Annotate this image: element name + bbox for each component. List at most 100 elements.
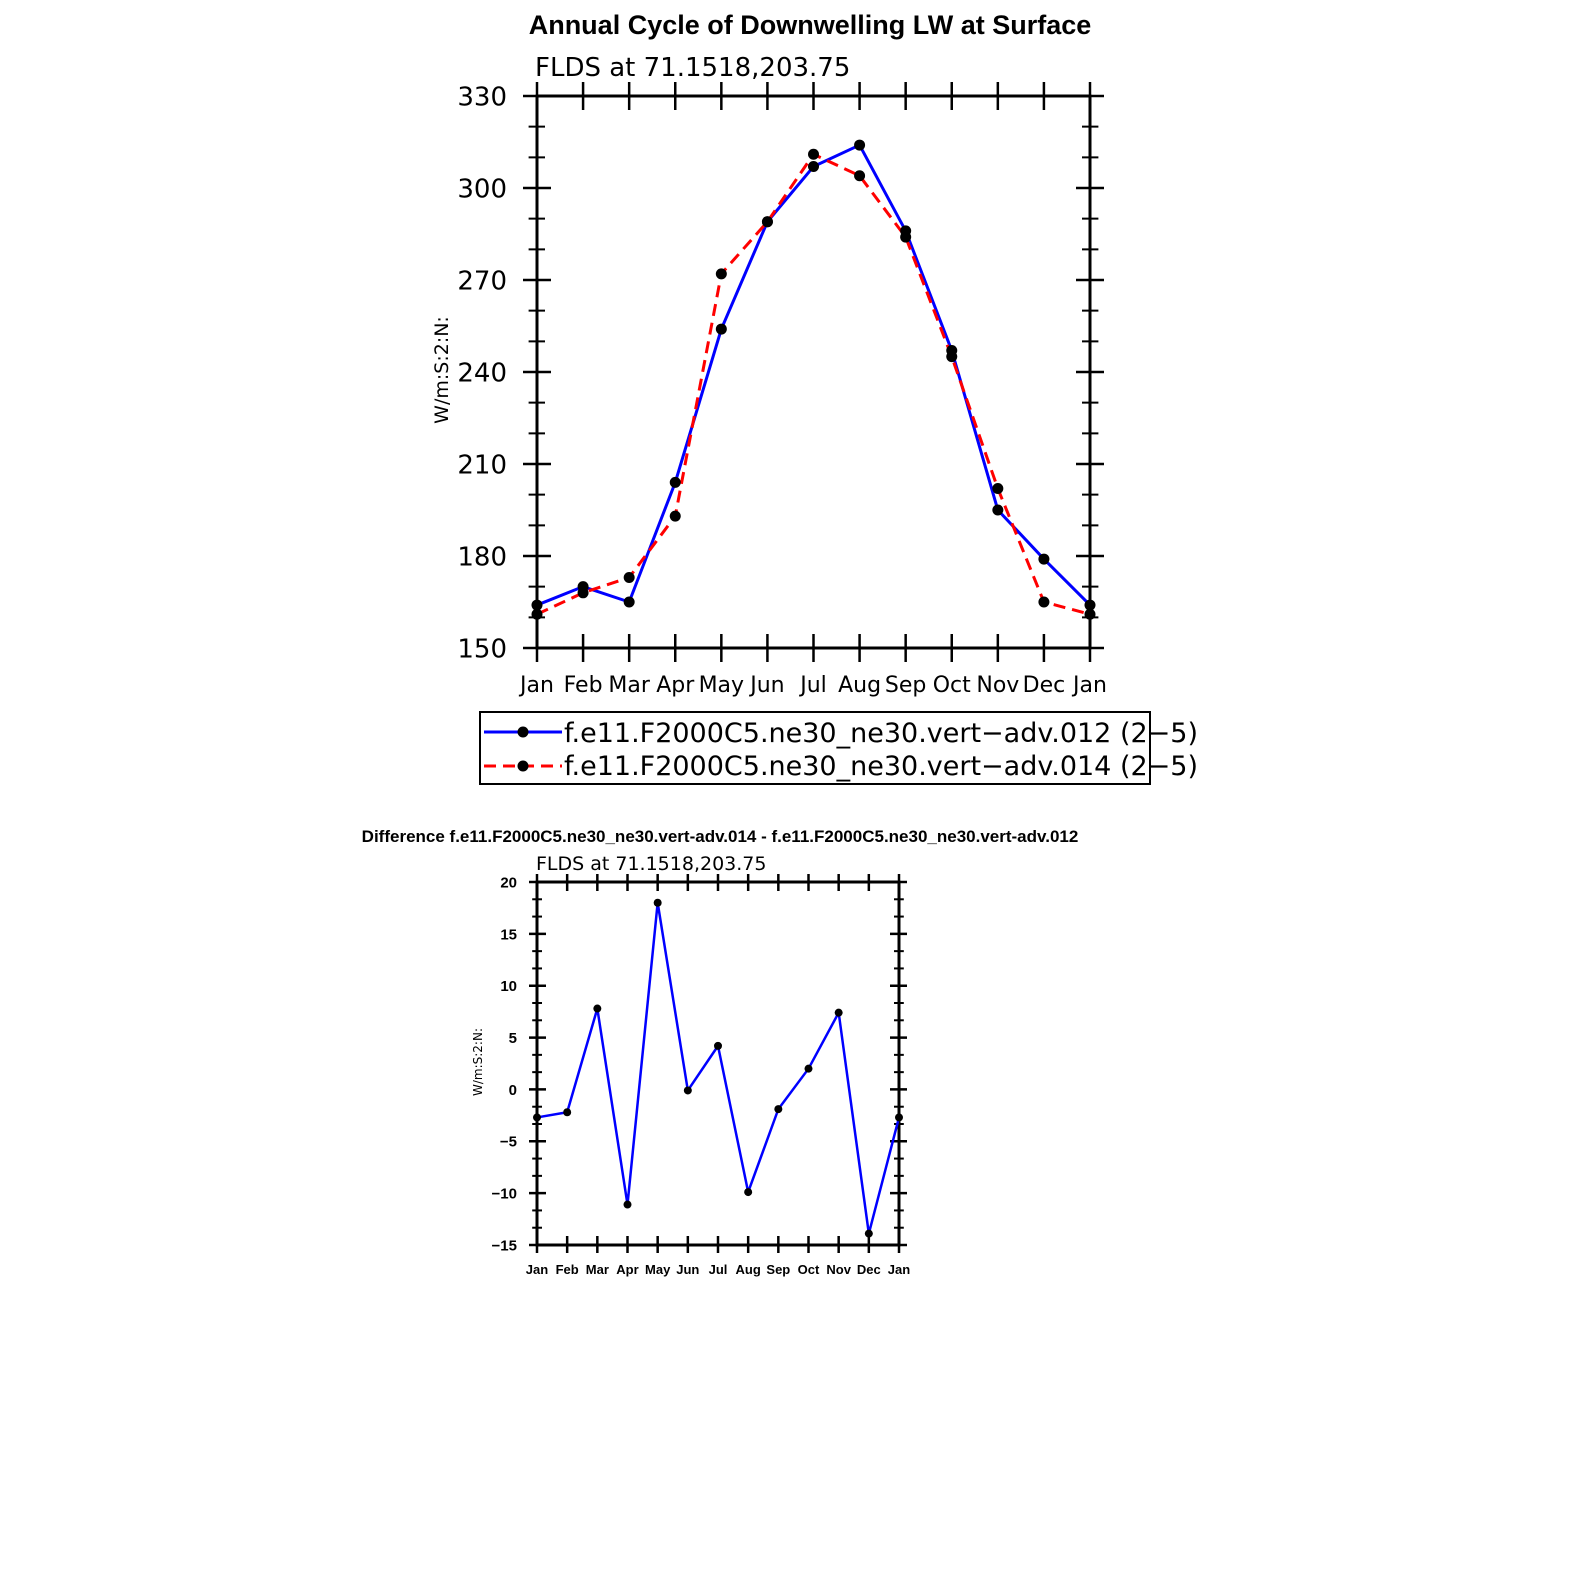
c1-series-1-point bbox=[669, 476, 681, 488]
legend-entry-1-label: f.e11.F2000C5.ne30_ne30.vert−adv.012 (2−… bbox=[564, 718, 1198, 749]
c1-ytick-label: 150 bbox=[457, 634, 507, 664]
c1-series-2-point bbox=[577, 587, 589, 599]
chart1-title: Annual Cycle of Downwelling LW at Surfac… bbox=[529, 10, 1092, 40]
c1-series-1-point bbox=[808, 161, 819, 173]
c2-series-1-point bbox=[744, 1188, 753, 1197]
c1-series-2-point bbox=[1038, 596, 1050, 608]
c2-xtick-label: Jun bbox=[676, 1262, 699, 1277]
c1-series-1-point bbox=[992, 504, 1004, 516]
c2-series-1-point bbox=[714, 1041, 722, 1050]
c2-xtick-label: Jan bbox=[888, 1262, 910, 1277]
c1-series-1-line bbox=[536, 143, 1092, 607]
c2-ytick-label: 15 bbox=[500, 926, 517, 943]
chart2-ticks bbox=[529, 874, 907, 1253]
c2-ytick-label: −15 bbox=[492, 1237, 517, 1254]
c1-series-1-point bbox=[1038, 553, 1050, 565]
c2-xtick-label: Aug bbox=[736, 1262, 761, 1277]
c2-xtick-label: Oct bbox=[798, 1262, 820, 1277]
c2-ytick-label: −10 bbox=[492, 1186, 517, 1203]
c1-series-2-point bbox=[1084, 608, 1096, 620]
chart2-series bbox=[533, 898, 903, 1238]
chart1-plot-frame bbox=[535, 94, 1092, 650]
c2-series-1-point bbox=[563, 1108, 572, 1117]
legend-box bbox=[479, 711, 1151, 785]
c1-series-2-point bbox=[531, 608, 543, 620]
chart1-subtitle: FLDS at 71.1518,203.75 bbox=[535, 53, 850, 83]
c1-series-2-point bbox=[761, 216, 773, 228]
c2-xtick-label: Jan bbox=[526, 1262, 548, 1277]
c1-xtick-label: May bbox=[699, 673, 744, 698]
c2-series-1-point bbox=[864, 1229, 873, 1238]
c1-series-2-point bbox=[854, 170, 866, 182]
c1-series-2-point bbox=[808, 148, 819, 160]
difference-chart: Difference f.e11.F2000C5.ne30_ne30.vert-… bbox=[362, 827, 1079, 1277]
c2-xtick-label: Dec bbox=[857, 1262, 881, 1277]
chart2-plot-frame bbox=[535, 880, 901, 1247]
c2-ytick-label: 10 bbox=[500, 978, 517, 995]
c2-xtick-label: Feb bbox=[556, 1262, 579, 1277]
c1-series-2-point bbox=[669, 510, 681, 522]
c2-xtick-label: Nov bbox=[826, 1262, 851, 1277]
c2-xtick-label: Mar bbox=[586, 1262, 609, 1277]
c1-xtick-label: Aug bbox=[838, 673, 881, 698]
c2-xtick-label: Jul bbox=[709, 1262, 728, 1277]
c1-xtick-label: Dec bbox=[1023, 673, 1066, 698]
c2-series-1-point bbox=[623, 1200, 632, 1209]
c2-series-1-point bbox=[895, 1113, 903, 1122]
chart2-y-axis-label: W/m:S:2:N: bbox=[471, 1028, 485, 1096]
c2-series-1-point bbox=[593, 1004, 602, 1013]
c2-ytick-label: 5 bbox=[509, 1030, 517, 1047]
c1-xtick-label: Apr bbox=[656, 673, 695, 698]
c2-series-1-point bbox=[774, 1105, 783, 1114]
c1-xtick-label: Jul bbox=[798, 673, 827, 698]
c2-xtick-label: Sep bbox=[766, 1262, 790, 1277]
c1-xtick-label: Feb bbox=[564, 673, 603, 698]
chart1-y-axis-label: W/m:S:2:N: bbox=[431, 316, 453, 424]
c1-series-1-point bbox=[715, 323, 727, 335]
c1-ytick-label: 210 bbox=[457, 450, 507, 480]
c1-series-1-point bbox=[854, 139, 866, 151]
c2-ytick-label: −5 bbox=[500, 1134, 517, 1151]
c2-series-1-line bbox=[536, 901, 901, 1235]
chart1-tick-labels: 150 180 210 240 270 300 330 Jan Feb Mar Apr May Jun J… bbox=[457, 82, 1107, 698]
chart1-series bbox=[531, 139, 1096, 620]
chart2-subtitle: FLDS at 71.1518,203.75 bbox=[536, 853, 766, 875]
c1-ytick-label: 330 bbox=[457, 82, 507, 112]
legend-entry-2: f.e11.F2000C5.ne30_ne30.vert−adv.014 (2−… bbox=[484, 751, 1198, 782]
legend-entry-1: f.e11.F2000C5.ne30_ne30.vert−adv.012 (2−… bbox=[484, 718, 1198, 749]
legend-entry-2-marker bbox=[517, 760, 529, 772]
c1-series-1-point bbox=[623, 596, 635, 608]
c1-xtick-label: Jun bbox=[748, 673, 784, 698]
c1-series-2-point bbox=[946, 351, 958, 363]
c2-series-1-point bbox=[834, 1008, 843, 1017]
c1-series-2-point bbox=[623, 571, 635, 583]
legend-entry-2-label: f.e11.F2000C5.ne30_ne30.vert−adv.014 (2−… bbox=[564, 751, 1198, 782]
c1-xtick-label: Jan bbox=[518, 673, 554, 698]
c1-xtick-label: Mar bbox=[608, 673, 650, 698]
c1-series-2-point bbox=[992, 483, 1004, 495]
c1-ytick-label: 300 bbox=[457, 174, 507, 204]
c1-ytick-label: 180 bbox=[457, 542, 507, 572]
c2-series-1-point bbox=[653, 898, 662, 907]
c1-series-1-point bbox=[531, 599, 543, 611]
c1-series-2-point bbox=[900, 231, 912, 243]
c1-ytick-label: 240 bbox=[457, 358, 507, 388]
c2-series-1-point bbox=[804, 1064, 813, 1073]
c2-series-1-point bbox=[533, 1113, 541, 1122]
chart2-tick-labels: −15 −10 −5 0 5 10 15 20 Jan Feb Mar Apr May Jun Jul Aug… bbox=[492, 874, 911, 1277]
c1-xtick-label: Sep bbox=[885, 673, 926, 698]
c1-ytick-label: 270 bbox=[457, 266, 507, 296]
c2-xtick-label: Apr bbox=[616, 1262, 638, 1277]
c2-xtick-label: May bbox=[645, 1262, 671, 1277]
c1-series-2-line bbox=[536, 152, 1091, 616]
c2-ytick-label: 0 bbox=[509, 1082, 517, 1099]
c1-series-1-point bbox=[1084, 599, 1096, 611]
chart2-title: Difference f.e11.F2000C5.ne30_ne30.vert-… bbox=[362, 827, 1079, 846]
c2-series-1-point bbox=[683, 1086, 692, 1095]
c1-series-2-point bbox=[715, 268, 727, 280]
c1-xtick-label: Jan bbox=[1071, 673, 1107, 698]
c1-xtick-label: Nov bbox=[976, 673, 1019, 698]
chart1-legend: f.e11.F2000C5.ne30_ne30.vert−adv.012 (2−… bbox=[479, 711, 1198, 785]
legend-entry-1-marker bbox=[517, 726, 529, 738]
